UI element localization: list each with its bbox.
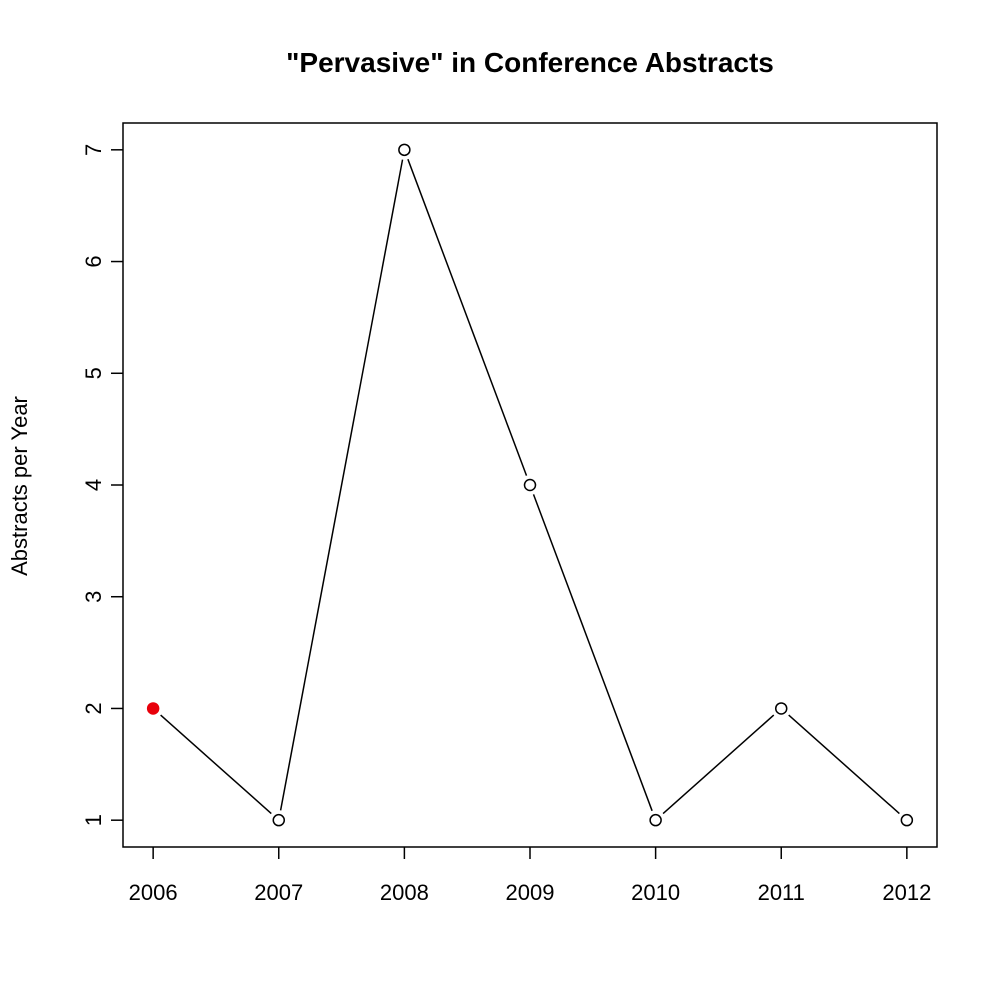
y-tick-label: 6 — [81, 255, 106, 267]
y-tick-label: 1 — [81, 814, 106, 826]
series-line-segment — [788, 714, 900, 815]
data-point — [272, 813, 286, 827]
x-tick-label: 2009 — [506, 880, 555, 905]
y-tick-label: 3 — [81, 591, 106, 603]
y-tick-label: 5 — [81, 367, 106, 379]
x-axis: 2006 2007 2008 2009 2010 2011 2012 — [129, 847, 931, 905]
series-layer — [146, 143, 914, 827]
series-line-segment — [407, 158, 528, 476]
x-tick-label: 2012 — [882, 880, 931, 905]
x-tick-label: 2010 — [631, 880, 680, 905]
y-axis-label: Abstracts per Year — [7, 396, 32, 576]
series-line-segment — [532, 494, 653, 812]
chart-title: "Pervasive" in Conference Abstracts — [286, 47, 774, 78]
data-point — [774, 702, 788, 715]
x-tick-label: 2011 — [758, 880, 805, 905]
data-point — [900, 813, 914, 827]
y-axis: 1 2 3 4 5 6 7 — [81, 144, 123, 826]
series-line-segment — [662, 714, 775, 815]
data-point — [649, 813, 662, 827]
highlighted-data-point — [146, 702, 160, 715]
data-point — [523, 478, 537, 492]
data-point — [398, 143, 411, 157]
y-tick-label: 2 — [81, 702, 106, 714]
x-tick-label: 2007 — [254, 880, 303, 905]
series-line-segment — [160, 714, 272, 815]
x-tick-label: 2006 — [129, 880, 178, 905]
y-tick-label: 4 — [81, 479, 106, 491]
series-line-segment — [279, 159, 404, 811]
y-tick-label: 7 — [81, 144, 106, 156]
x-tick-label: 2008 — [380, 880, 429, 905]
